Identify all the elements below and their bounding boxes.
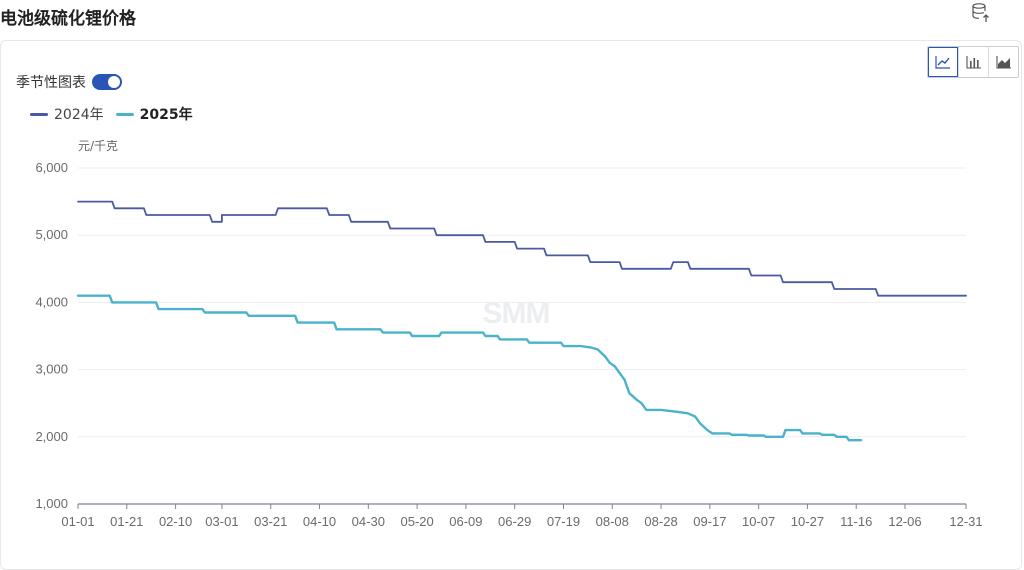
legend-label-2025: 2025年: [139, 107, 193, 123]
seasonal-chart-label: 季节性图表: [16, 75, 86, 91]
y-tick-label: 4,000: [35, 294, 68, 309]
chart-card: [0, 40, 1022, 570]
x-tick-label: 05-20: [400, 514, 433, 529]
x-tick-label: 06-29: [498, 514, 531, 529]
page-title: 电池级硫化锂价格: [0, 9, 136, 29]
x-tick-label: 12-06: [888, 514, 921, 529]
y-tick-label: 3,000: [35, 362, 68, 377]
legend-item-2024[interactable]: 2024年: [30, 104, 104, 124]
legend-swatch-2025: [115, 112, 134, 116]
x-tick-label: 07-19: [547, 514, 580, 529]
x-tick-label: 06-09: [449, 514, 482, 529]
x-tick-label: 04-30: [352, 514, 385, 529]
y-tick-label: 6,000: [35, 160, 68, 175]
x-tick-label: 08-28: [644, 514, 677, 529]
legend-label-2024: 2024年: [54, 107, 104, 123]
area-chart-icon[interactable]: [988, 47, 1018, 77]
x-tick-label: 10-27: [791, 514, 824, 529]
x-tick-label: 04-10: [303, 514, 336, 529]
x-tick-label: 03-01: [205, 514, 238, 529]
y-tick-label: 5,000: [35, 227, 68, 242]
bar-chart-icon[interactable]: [958, 47, 988, 77]
seasonal-chart-toggle[interactable]: [92, 74, 122, 90]
x-tick-label: 02-10: [159, 514, 192, 529]
x-tick-label: 01-01: [61, 514, 94, 529]
x-tick-label: 11-16: [840, 514, 872, 529]
y-tick-label: 1,000: [35, 496, 68, 511]
y-axis-unit: 元/千克: [78, 139, 119, 153]
y-tick-label: 2,000: [35, 429, 68, 444]
chart-type-switch: [927, 46, 1019, 78]
legend-item-2025[interactable]: 2025年: [115, 104, 193, 124]
x-tick-label: 08-08: [596, 514, 629, 529]
chart-legend: 2024年 2025年: [30, 104, 193, 124]
legend-swatch-2024: [30, 112, 48, 116]
line-chart-icon[interactable]: [928, 47, 958, 77]
x-tick-label: 01-21: [110, 514, 143, 529]
x-tick-label: 03-21: [254, 514, 287, 529]
x-tick-label: 09-17: [693, 514, 726, 529]
database-export-icon[interactable]: [970, 2, 992, 24]
x-tick-label: 12-31: [949, 514, 982, 529]
series-line-2024[interactable]: [77, 200, 967, 297]
seasonal-chart-toggle-row: 季节性图表: [16, 72, 122, 92]
x-tick-label: 10-07: [742, 514, 775, 529]
series-line-2025[interactable]: [76, 294, 863, 442]
